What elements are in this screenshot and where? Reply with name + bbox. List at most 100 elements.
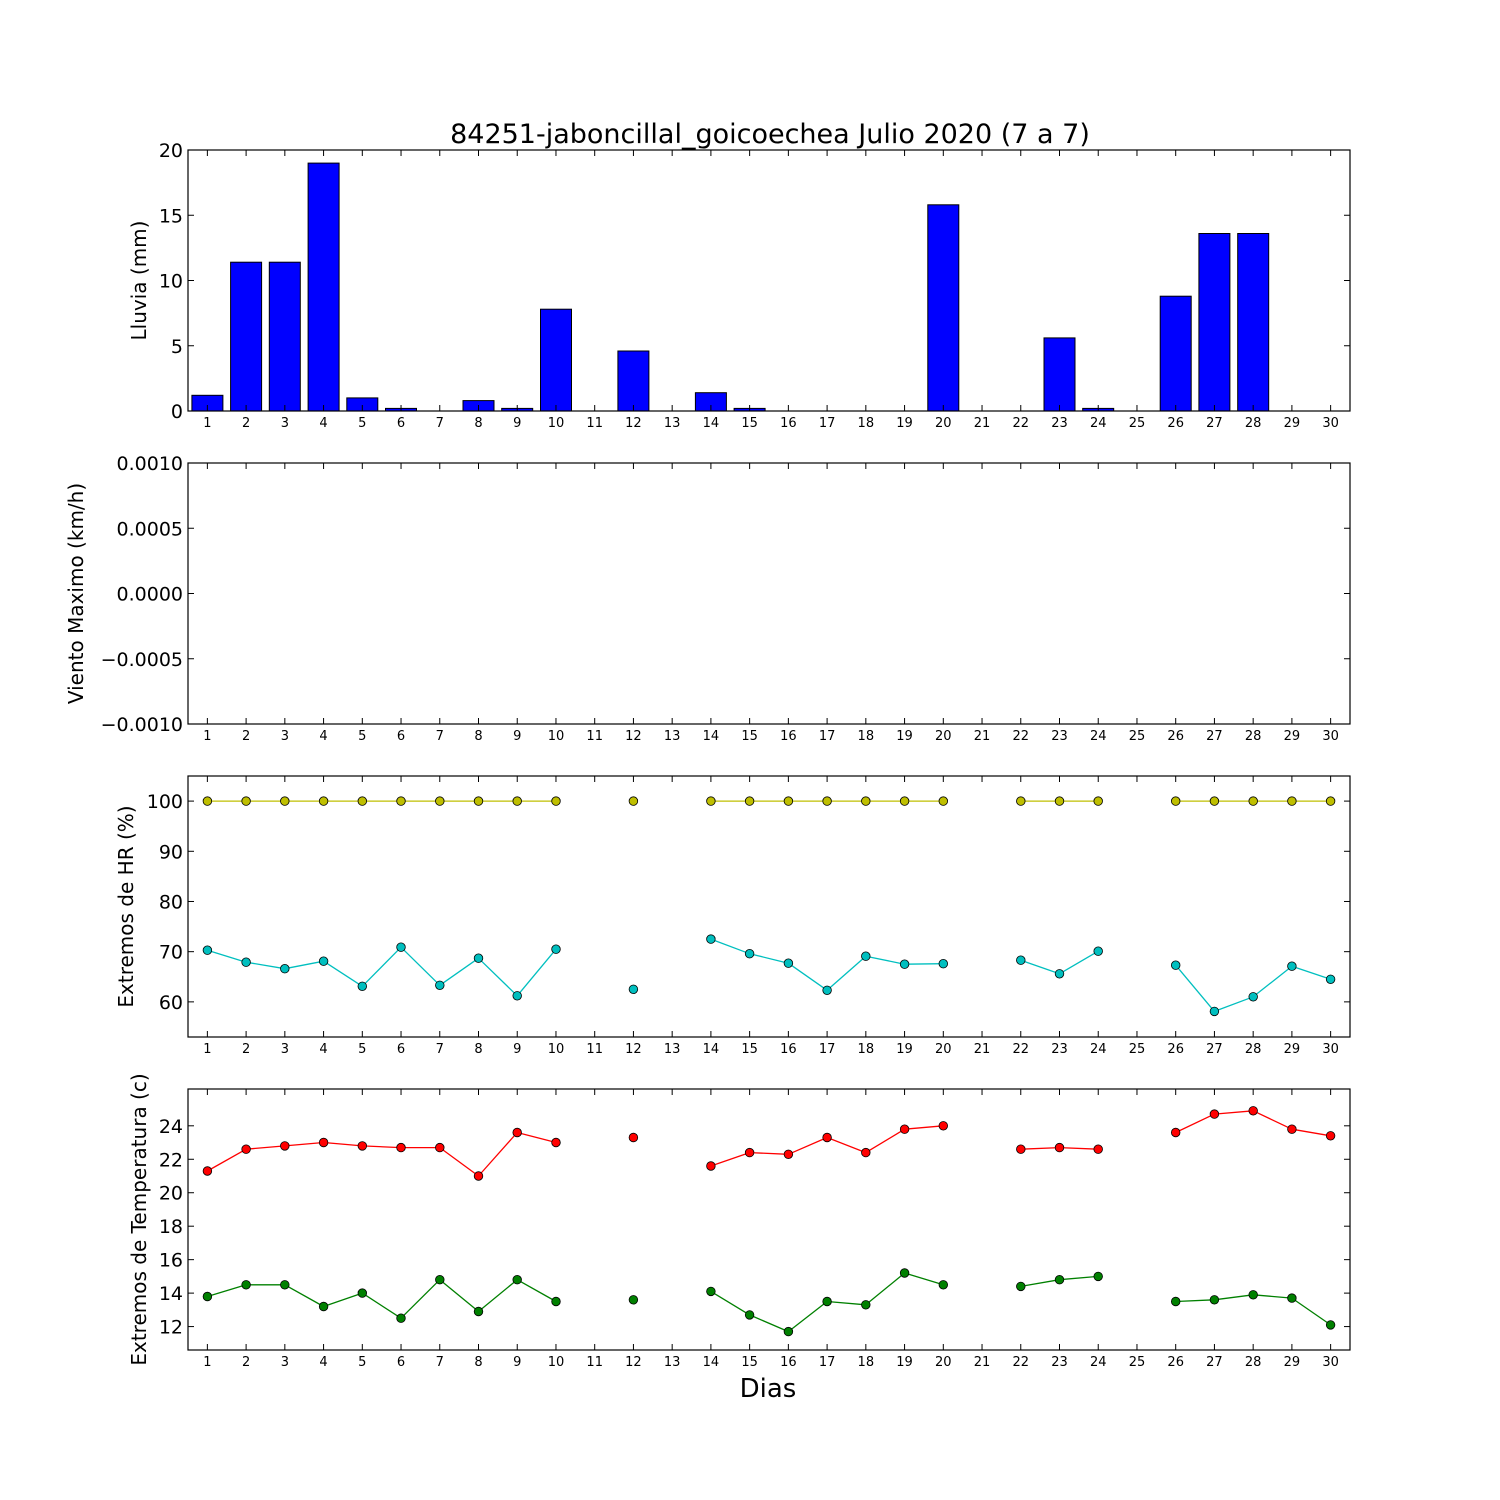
temp_max-point bbox=[861, 1147, 871, 1158]
hr_max-point bbox=[1209, 796, 1220, 806]
x-tick-label: 28 bbox=[1245, 729, 1262, 744]
hr_min-point bbox=[1093, 946, 1103, 956]
x-tick-label: 1 bbox=[203, 1355, 211, 1370]
x-tick-label: 10 bbox=[548, 416, 565, 431]
temp_min-line-segment bbox=[865, 1272, 906, 1306]
temp_max-point bbox=[783, 1149, 794, 1160]
hr_max-point bbox=[861, 796, 871, 806]
temp_min-point bbox=[1170, 1296, 1181, 1307]
x-tick-label: 23 bbox=[1051, 416, 1068, 431]
hr_min-point bbox=[861, 951, 871, 961]
x-tick-label: 23 bbox=[1051, 729, 1068, 744]
x-tick-label: 8 bbox=[474, 729, 482, 744]
temp_max-point bbox=[1209, 1109, 1220, 1119]
x-tick-label: 5 bbox=[358, 729, 366, 744]
x-tick-label: 13 bbox=[664, 1355, 681, 1370]
panel-2-frame bbox=[187, 462, 1351, 725]
x-tick-label: 7 bbox=[436, 729, 444, 744]
temp_min-line-segment bbox=[1175, 1299, 1215, 1303]
temp_min-point bbox=[1209, 1295, 1220, 1305]
x-tick-label: 4 bbox=[319, 1355, 327, 1370]
temp_max-line-segment bbox=[865, 1128, 905, 1154]
hr_min-line-segment bbox=[710, 938, 750, 955]
y-tick-label: 14 bbox=[159, 1283, 183, 1305]
x-tick-label: 3 bbox=[281, 1355, 289, 1370]
temp_min-point bbox=[318, 1301, 329, 1312]
temp_min-point bbox=[202, 1291, 213, 1302]
temp_max-point bbox=[744, 1147, 755, 1158]
x-tick-label: 9 bbox=[513, 1355, 521, 1370]
rain-bar bbox=[1237, 233, 1270, 412]
temp_min-point bbox=[1248, 1290, 1258, 1300]
x-tick-label: 13 bbox=[664, 1042, 681, 1057]
hr_max-point bbox=[1170, 796, 1181, 806]
y-tick-label: −0.0010 bbox=[101, 714, 183, 736]
temp_max-point bbox=[512, 1127, 522, 1138]
x-tick-label: 18 bbox=[858, 729, 875, 744]
temp_max-point bbox=[318, 1137, 329, 1148]
y-axis-label: Extremos de HR (%) bbox=[114, 805, 138, 1007]
temp_min-point bbox=[822, 1296, 832, 1307]
hr_max-point bbox=[280, 796, 290, 806]
x-tick-label: 30 bbox=[1322, 1042, 1339, 1057]
x-tick-label: 12 bbox=[625, 1042, 642, 1057]
rain-bar bbox=[1198, 233, 1231, 412]
y-tick-label: 100 bbox=[147, 791, 183, 813]
hr_min-point bbox=[435, 980, 445, 991]
temp_min-line-segment bbox=[827, 1300, 866, 1306]
temp_min-point bbox=[938, 1280, 949, 1290]
hr_max-point bbox=[706, 796, 716, 806]
temp_min-line-segment bbox=[1020, 1279, 1060, 1288]
hr_min-line-segment bbox=[826, 955, 867, 991]
y-axis-label: Extremos de Temperatura (c) bbox=[127, 1073, 151, 1365]
x-tick-label: 26 bbox=[1167, 416, 1184, 431]
y-tick-label: 90 bbox=[159, 841, 183, 863]
temp_min-point bbox=[1093, 1271, 1103, 1282]
x-tick-label: 7 bbox=[436, 1042, 444, 1057]
x-tick-label: 11 bbox=[586, 1355, 603, 1370]
y-tick-label: 24 bbox=[159, 1116, 183, 1138]
temp_max-point bbox=[822, 1132, 832, 1143]
y-tick-label: 0 bbox=[171, 401, 183, 423]
x-tick-label: 3 bbox=[281, 1042, 289, 1057]
hr_min-line-segment bbox=[245, 961, 285, 970]
x-tick-label: 21 bbox=[974, 1355, 991, 1370]
x-tick-label: 16 bbox=[780, 729, 797, 744]
temp_max-point bbox=[473, 1171, 484, 1181]
rain-bar bbox=[540, 308, 572, 412]
x-tick-label: 4 bbox=[319, 416, 327, 431]
x-tick-label: 28 bbox=[1245, 416, 1262, 431]
hr_min-point bbox=[628, 984, 639, 995]
temp_max-point bbox=[1170, 1127, 1181, 1138]
chart-title: 84251-jaboncillal_goicoechea Julio 2020 … bbox=[450, 119, 1090, 150]
x-tick-label: 16 bbox=[780, 1042, 797, 1057]
x-tick-label: 25 bbox=[1129, 729, 1146, 744]
temp_max-line-segment bbox=[1214, 1110, 1254, 1115]
hr_max-point bbox=[1325, 796, 1336, 806]
x-tick-label: 21 bbox=[974, 729, 991, 744]
x-tick-label: 27 bbox=[1206, 729, 1223, 744]
x-tick-label: 15 bbox=[741, 1355, 758, 1370]
hr_min-line-segment bbox=[439, 957, 479, 986]
temp_max-line-segment bbox=[1020, 1146, 1060, 1150]
x-tick-label: 7 bbox=[436, 1355, 444, 1370]
hr_max-point bbox=[1054, 796, 1065, 806]
x-tick-label: 26 bbox=[1167, 1355, 1184, 1370]
temp_min-point bbox=[1287, 1293, 1297, 1303]
temp_min-line-segment bbox=[788, 1300, 828, 1333]
x-tick-label: 13 bbox=[664, 729, 681, 744]
x-tick-label: 26 bbox=[1167, 729, 1184, 744]
temp_min-point bbox=[551, 1296, 561, 1307]
temp_min-point bbox=[435, 1274, 445, 1285]
hr_min-point bbox=[899, 959, 910, 969]
x-tick-label: 6 bbox=[397, 1355, 405, 1370]
temp_max-point bbox=[551, 1137, 561, 1148]
hr_min-line-segment bbox=[400, 946, 441, 986]
rain-bar bbox=[1159, 295, 1192, 412]
hr_max-point bbox=[628, 796, 639, 806]
hr_min-line-segment bbox=[323, 960, 363, 987]
x-tick-label: 18 bbox=[858, 416, 875, 431]
hr_max-point bbox=[551, 796, 561, 806]
x-tick-label: 6 bbox=[397, 416, 405, 431]
x-tick-label: 8 bbox=[474, 416, 482, 431]
